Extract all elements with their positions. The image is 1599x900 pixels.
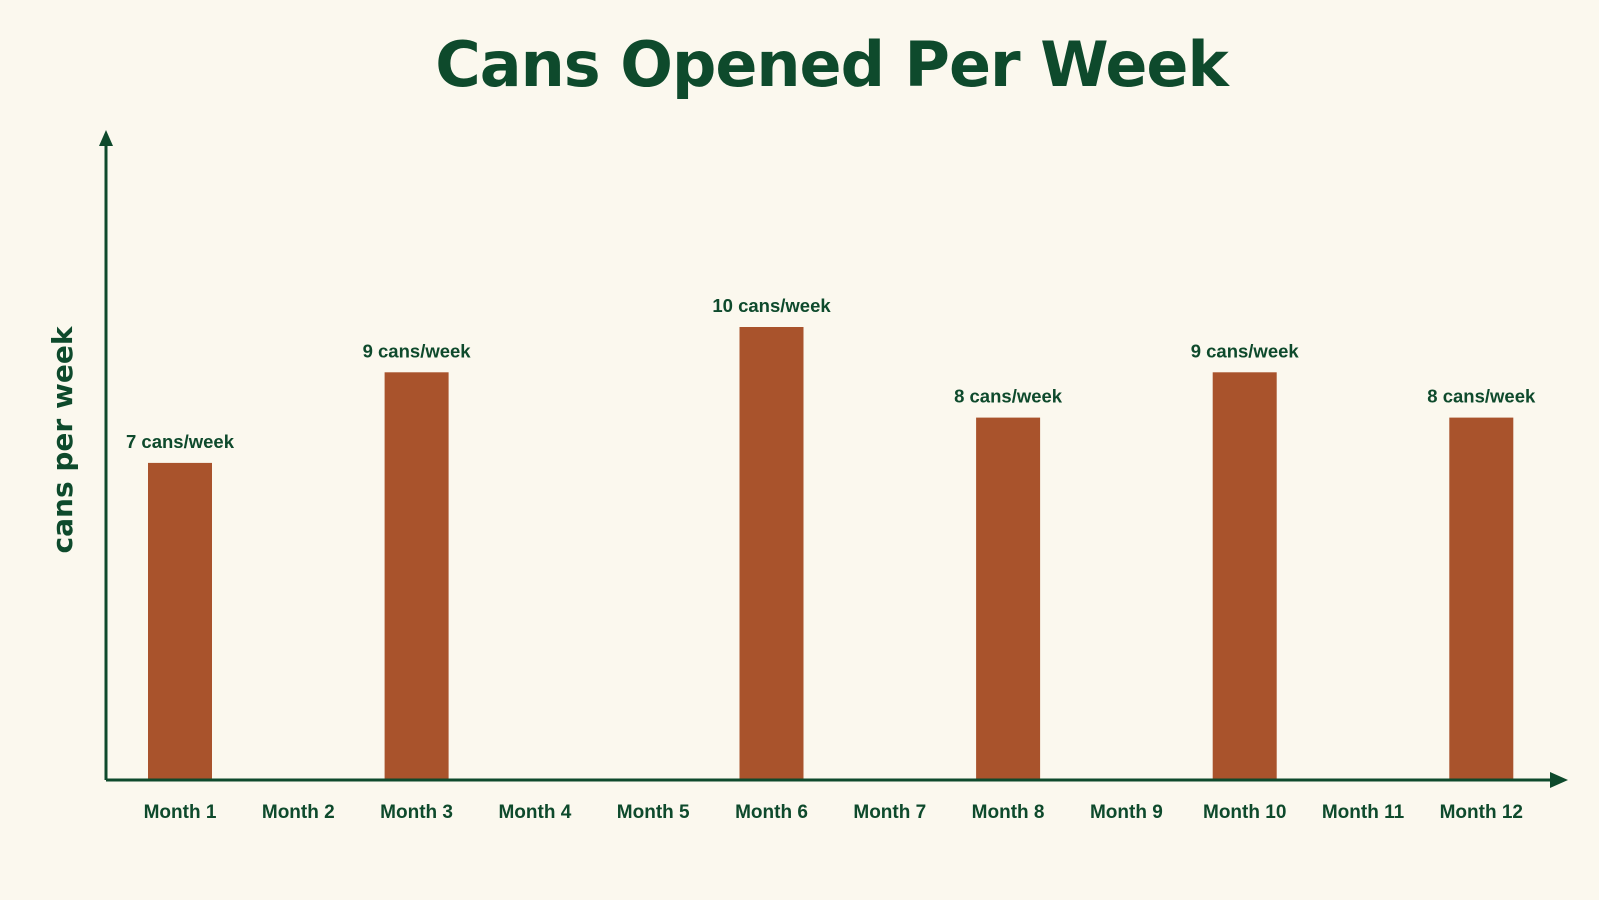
x-tick-label: Month 4 <box>498 802 571 823</box>
x-tick-label: Month 12 <box>1440 802 1523 823</box>
x-tick-label: Month 2 <box>262 802 335 823</box>
data-labels-group: 7 cans/week 9 cans/week 10 cans/week 8 cans… <box>126 295 1536 452</box>
axes-group <box>99 130 1568 788</box>
bar <box>1449 417 1514 779</box>
bar <box>148 462 212 779</box>
chart-title: Cans Opened Per Week <box>435 28 1228 101</box>
x-tick-label: Month 10 <box>1203 802 1286 823</box>
bar <box>1212 372 1277 779</box>
x-tick-labels-group: Month 1 Month 2 Month 3 Month 4 Month 5 Month… <box>144 802 1523 823</box>
bar <box>976 417 1041 779</box>
bar-data-label: 9 cans/week <box>1191 340 1300 361</box>
x-tick-label: Month 1 <box>144 802 217 823</box>
x-axis-arrowhead <box>1550 772 1568 788</box>
x-tick-label: Month 3 <box>380 802 453 823</box>
y-axis-label: cans per week <box>46 325 79 553</box>
bar <box>739 327 804 779</box>
x-tick-label: Month 7 <box>853 802 926 823</box>
x-tick-label: Month 9 <box>1090 802 1163 823</box>
x-tick-label: Month 11 <box>1322 802 1405 823</box>
bars-group <box>148 327 1514 779</box>
y-axis-arrowhead <box>99 130 113 146</box>
x-tick-label: Month 5 <box>617 802 690 823</box>
bar-data-label: 10 cans/week <box>712 295 831 316</box>
bar-data-label: 7 cans/week <box>126 431 235 452</box>
bar <box>384 372 449 779</box>
bar-data-label: 9 cans/week <box>363 340 472 361</box>
x-tick-label: Month 8 <box>972 802 1045 823</box>
bar-data-label: 8 cans/week <box>1427 386 1536 407</box>
bar-data-label: 8 cans/week <box>954 386 1063 407</box>
x-tick-label: Month 6 <box>735 802 808 823</box>
